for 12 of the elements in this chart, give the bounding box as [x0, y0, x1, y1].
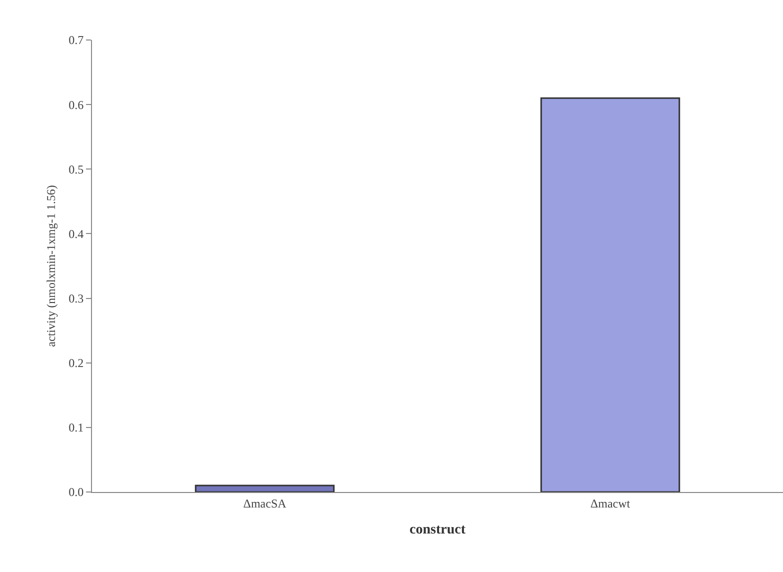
y-tick-label: 0.6: [68, 98, 84, 112]
x-tick-label: ΔmacSA: [243, 496, 287, 510]
y-tick-label: 0.4: [68, 226, 84, 241]
y-axis-title: activity (nmolxmin-1xmg-1 1.56): [44, 185, 58, 347]
y-tick-label: 0.5: [68, 162, 84, 176]
y-tick-label: 0.0: [68, 485, 84, 500]
y-tick-label: 0.2: [68, 356, 84, 370]
y-tick-label: 0.1: [68, 420, 84, 435]
x-axis-title: construct: [410, 522, 466, 538]
x-tick-label: Δmacwt: [590, 496, 631, 510]
y-tick-label: 0.3: [68, 291, 84, 306]
y-tick-label: 0.7: [68, 33, 84, 48]
